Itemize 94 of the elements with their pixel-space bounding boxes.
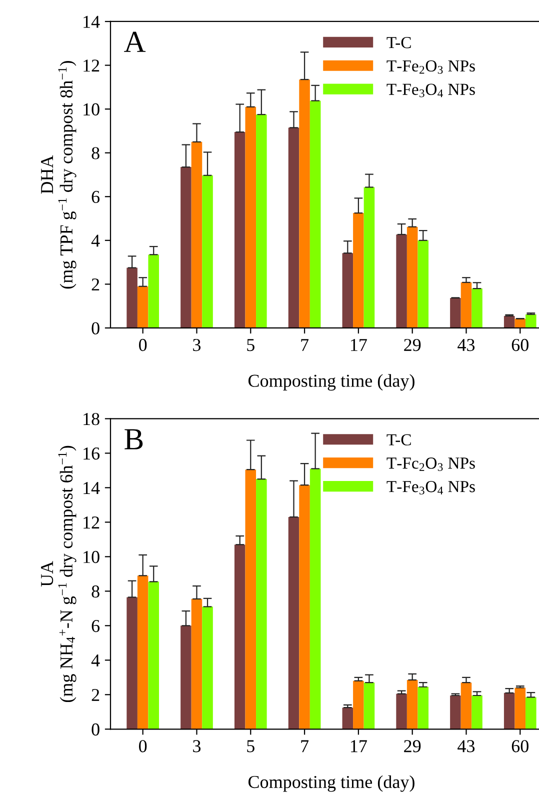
- x-tick-label: 7: [301, 740, 309, 752]
- bar: [234, 544, 246, 730]
- y-tick-label: 14: [84, 16, 100, 28]
- bar: [418, 240, 429, 328]
- x-tick-label: 17: [350, 338, 367, 351]
- bar: [299, 80, 310, 328]
- bar: [406, 226, 418, 328]
- bar: [310, 468, 321, 730]
- bar: [310, 100, 321, 328]
- y-tick-label: 10: [84, 550, 100, 564]
- bar: [288, 128, 300, 328]
- x-tick-label: 5: [247, 740, 254, 752]
- bar: [137, 576, 148, 730]
- bar: [396, 694, 407, 730]
- bar: [256, 479, 267, 730]
- bar: [202, 606, 213, 730]
- bar: [353, 680, 364, 730]
- bar: [202, 175, 213, 328]
- bar: [418, 686, 429, 730]
- bar: [299, 485, 310, 730]
- bar: [504, 692, 515, 730]
- bar: [148, 582, 160, 730]
- bar: [288, 517, 300, 730]
- x-tick-label: 17: [350, 740, 367, 752]
- bar: [191, 598, 202, 730]
- bar: [450, 696, 461, 730]
- y-tick-label: 4: [91, 234, 100, 247]
- y-tick-label: 6: [92, 190, 100, 204]
- bar: [450, 298, 461, 328]
- y-tick-label: 10: [84, 103, 100, 116]
- x-axis-title: Composting time (day): [248, 775, 414, 792]
- bar: [514, 318, 526, 328]
- bar: [514, 688, 526, 730]
- legend-label: T-C: [386, 434, 411, 446]
- bar: [364, 682, 375, 730]
- x-tick-label: 3: [193, 338, 201, 352]
- y-tick-label: 12: [84, 60, 100, 72]
- bar: [148, 254, 160, 328]
- y-tick-label: 0: [92, 723, 100, 736]
- x-tick-label: 0: [139, 740, 147, 752]
- bar: [396, 234, 407, 328]
- x-tick-label: 43: [458, 338, 475, 352]
- bar: [126, 597, 138, 730]
- y-tick-label: 2: [92, 688, 100, 701]
- x-tick-label: 29: [404, 338, 421, 352]
- y-tick-label: 0: [92, 322, 100, 334]
- y-tick-label: 6: [92, 620, 100, 632]
- legend-label: T-Fe$_{2}$O$_{3}$ NPs: [386, 60, 475, 74]
- bar: [245, 106, 256, 328]
- bar: [472, 288, 482, 328]
- bar: [180, 626, 192, 730]
- x-tick-label: 60: [512, 338, 528, 352]
- y-tick-label: 14: [84, 482, 100, 494]
- x-tick-label: 5: [247, 339, 254, 352]
- bar: [256, 114, 267, 328]
- bar: [342, 253, 354, 328]
- bar: [234, 132, 246, 328]
- bar: [460, 282, 472, 328]
- x-tick-label: 29: [404, 740, 421, 752]
- bar: [245, 470, 256, 730]
- bar: [364, 187, 375, 328]
- y-tick-label: 12: [84, 516, 100, 528]
- y-tick-label: 18: [84, 412, 100, 426]
- y-tick-label: 8: [92, 147, 100, 160]
- bar: [504, 316, 515, 328]
- x-tick-label: 3: [193, 740, 201, 752]
- x-tick-label: 60: [512, 740, 528, 752]
- legend-label: T-C: [386, 37, 411, 48]
- legend-label: T-Fc$_{2}$O$_{3}$ NPs: [386, 458, 475, 471]
- bar: [472, 696, 482, 730]
- bar: [353, 213, 364, 328]
- x-axis-title: Composting time (day): [248, 374, 414, 391]
- bar: [137, 286, 148, 328]
- legend-label: T-Fe$_{3}$O$_{4}$ NPs: [386, 480, 475, 494]
- bar: [406, 680, 418, 730]
- legend-label: T-Fe$_{3}$O$_{4}$ NPs: [386, 84, 475, 98]
- bar: [180, 167, 192, 328]
- bar: [126, 268, 138, 328]
- bar: [191, 142, 202, 328]
- bar: [460, 682, 472, 730]
- y-tick-label: 2: [92, 278, 100, 290]
- x-tick-label: 7: [301, 339, 309, 351]
- y-tick-label: 4: [91, 654, 100, 666]
- x-tick-label: 43: [458, 740, 475, 752]
- y-axis-title: DHA (mg TPF g$^{−1}$ dry compost 8h$^{−1}$): [41, 61, 76, 289]
- text: UA (mg NH$_{4}$$^{+}$-N g$^{−1}$ dry compost 6h$^{−1}$): [41, 446, 76, 702]
- y-tick-label: 8: [92, 585, 100, 598]
- annotation: B: [124, 429, 143, 450]
- x-tick-label: 0: [139, 338, 147, 352]
- bar: [342, 708, 354, 730]
- y-tick-label: 16: [84, 448, 100, 460]
- bar: [526, 697, 536, 730]
- bar: [526, 314, 536, 328]
- annotation: A: [124, 32, 146, 52]
